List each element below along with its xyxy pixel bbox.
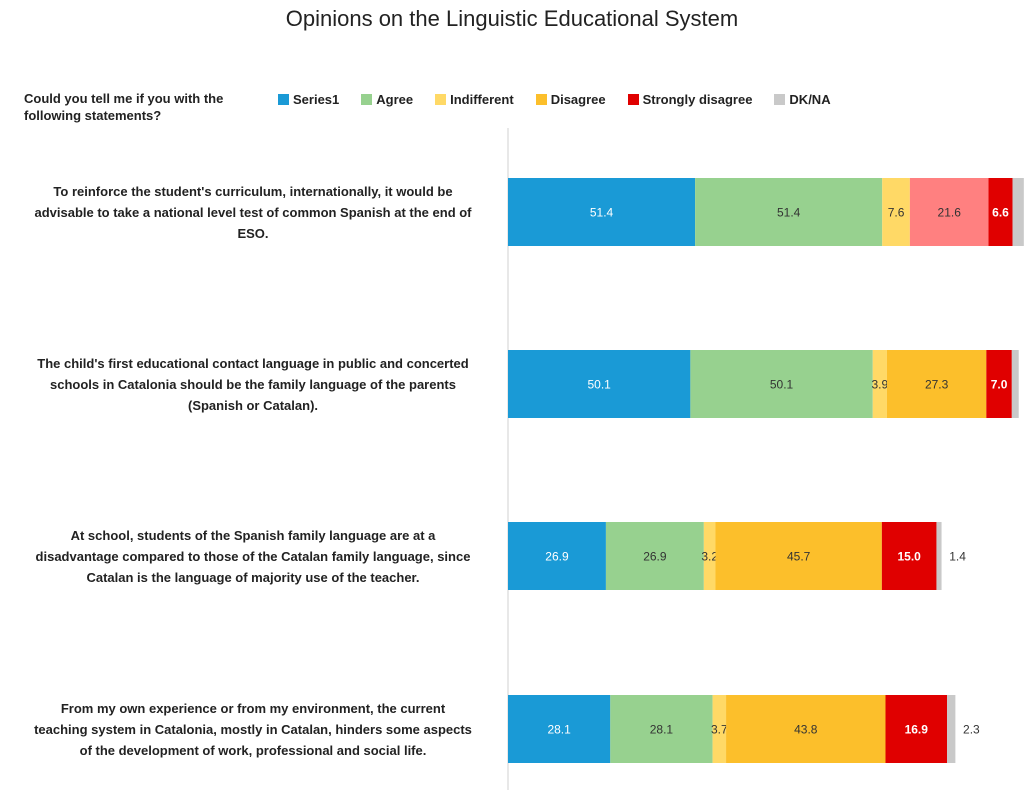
- data-label-indifferent-row-4: 3.7: [711, 723, 728, 737]
- data-label-series1-row-4: 28.1: [547, 723, 571, 737]
- bar-series1-row-1: [508, 178, 696, 246]
- data-label-series1-row-2: 50.1: [588, 378, 612, 392]
- data-label-strongly-disagree-row-4: 16.9: [905, 723, 929, 737]
- bar-disagree-row-1: [909, 178, 989, 246]
- legend-item-strongly-disagree: Strongly disagree: [627, 92, 753, 107]
- bar-series1-row-3: [508, 522, 606, 590]
- statement-line: Catalan is the language of majority use …: [86, 569, 420, 585]
- bar-agree-row-2: [690, 350, 873, 418]
- statement-line: schools in Catalonia should be the famil…: [50, 376, 456, 392]
- bar-indifferent-row-2: [872, 350, 887, 418]
- bar-dk-na-row-2: [1011, 350, 1019, 418]
- bar-agree-row-3: [605, 522, 704, 590]
- statement-label-4: From my own experience or from my enviro…: [8, 698, 498, 761]
- legend-swatch: [774, 94, 786, 105]
- bar-dk-na-row-3: [936, 522, 942, 590]
- data-label-disagree-row-1: 21.6: [938, 206, 962, 220]
- legend-item-agree: Agree: [361, 92, 413, 107]
- legend-label: Agree: [376, 92, 414, 107]
- data-label-series1-row-3: 26.9: [545, 550, 569, 564]
- data-label-strongly-disagree-row-3: 15.0: [897, 550, 921, 564]
- legend-item-series1: Series1: [278, 92, 339, 107]
- legend-item-indifferent: Indifferent: [435, 92, 514, 107]
- legend-label: Indifferent: [450, 92, 514, 107]
- statement-line: ESO.: [237, 225, 269, 241]
- bar-strongly-disagree-row-1: [988, 178, 1013, 246]
- question-label: Could you tell me if you with the follow…: [24, 91, 224, 123]
- statement-line: (Spanish or Catalan).: [187, 397, 319, 413]
- statement-line: teaching system in Catalonia, mostly in …: [34, 721, 472, 737]
- data-label-disagree-row-4: 43.8: [794, 723, 818, 737]
- statement-line: To reinforce the student's curriculum, i…: [53, 183, 453, 199]
- data-label-indifferent-row-3: 3.2: [701, 550, 718, 564]
- statement-line: At school, students of the Spanish famil…: [70, 527, 436, 543]
- bar-indifferent-row-3: [703, 522, 716, 590]
- bar-indifferent-row-4: [712, 695, 727, 763]
- bar-disagree-row-3: [715, 522, 882, 590]
- legend-swatch: [435, 94, 447, 105]
- legend-swatch: [535, 94, 547, 105]
- statement-line: of the development of work, professional…: [79, 742, 427, 758]
- legend-item-disagree: Disagree: [535, 92, 606, 107]
- legend: Series1 Agree Indifferent Disagree Strongly …: [278, 92, 853, 107]
- statement-line: advisable to take a national level test …: [34, 204, 472, 220]
- bar-series1-row-4: [508, 695, 611, 763]
- data-label-disagree-row-3: 45.7: [787, 550, 811, 564]
- data-label-strongly-disagree-row-2: 7.0: [991, 378, 1008, 392]
- legend-swatch: [627, 94, 639, 105]
- statement-line: disadvantage compared to those of the Ca…: [35, 548, 471, 564]
- legend-label: DK/NA: [789, 92, 831, 107]
- data-label-indifferent-row-1: 7.6: [888, 206, 905, 220]
- bar-series1-row-2: [508, 350, 691, 418]
- data-label-agree-row-1: 51.4: [777, 206, 801, 220]
- statement-label-3: At school, students of the Spanish famil…: [8, 525, 498, 588]
- bar-indifferent-row-1: [882, 178, 910, 246]
- data-label-dk-na-row-4: 2.3: [963, 723, 980, 737]
- statement-label-1: To reinforce the student's curriculum, i…: [8, 181, 498, 244]
- chart-title: Opinions on the Linguistic Educational S…: [285, 6, 739, 31]
- bar-strongly-disagree-row-2: [986, 350, 1012, 418]
- bar-strongly-disagree-row-4: [885, 695, 948, 763]
- legend-label: Disagree: [550, 92, 606, 107]
- data-label-dk-na-row-3: 1.4: [949, 550, 966, 564]
- legend-label: Strongly disagree: [642, 92, 753, 107]
- statement-label-2: The child's first educational contact la…: [8, 353, 498, 416]
- statement-line: From my own experience or from my enviro…: [60, 700, 446, 716]
- legend-swatch: [278, 94, 289, 105]
- legend-swatch: [361, 94, 373, 105]
- legend-label: Series1: [293, 92, 340, 107]
- data-label-strongly-disagree-row-1: 6.6: [992, 206, 1009, 220]
- bar-dk-na-row-4: [947, 695, 956, 763]
- data-label-disagree-row-2: 27.3: [925, 378, 949, 392]
- statement-line: The child's first educational contact la…: [37, 355, 469, 371]
- data-label-series1-row-1: 51.4: [590, 206, 614, 220]
- legend-item-dk-na: DK/NA: [774, 92, 831, 107]
- bar-agree-row-1: [695, 178, 883, 246]
- bar-agree-row-4: [610, 695, 713, 763]
- data-label-indifferent-row-2: 3.9: [872, 378, 889, 392]
- data-label-agree-row-4: 28.1: [650, 723, 674, 737]
- bar-strongly-disagree-row-3: [881, 522, 937, 590]
- bar-disagree-row-4: [726, 695, 886, 763]
- bar-disagree-row-2: [886, 350, 987, 418]
- bar-dk-na-row-1: [1012, 178, 1024, 246]
- data-label-agree-row-2: 50.1: [770, 378, 794, 392]
- data-label-agree-row-3: 26.9: [643, 550, 667, 564]
